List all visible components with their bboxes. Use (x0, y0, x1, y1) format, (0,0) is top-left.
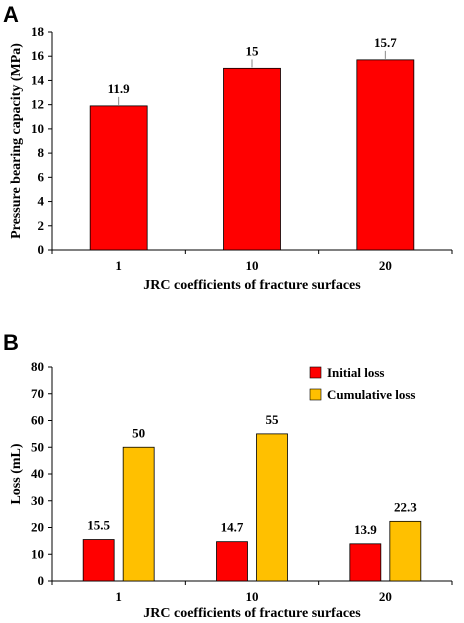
x-tick-label-a: 1 (115, 258, 122, 273)
y-tick-label-b: 80 (31, 359, 44, 374)
x-tick-label-b: 10 (246, 589, 259, 604)
bar-b-series2-1 (122, 446, 155, 582)
y-tick-label-b: 0 (38, 573, 45, 588)
data-label-b-series1-3: 13.9 (354, 522, 377, 537)
data-label-a-1: 11.9 (108, 81, 131, 96)
x-tick-label-b: 20 (379, 589, 392, 604)
y-tick-label-a: 16 (31, 48, 45, 63)
bar-b-series1-2 (216, 541, 248, 582)
data-label-a-3: 15.7 (374, 35, 397, 50)
bar-b-series2-3 (389, 520, 422, 582)
data-label-b-series2-3: 22.3 (394, 499, 417, 514)
panel-label-a: A (3, 2, 19, 27)
x-axis-title-a: JRC coefficients of fracture surfaces (143, 278, 361, 293)
bar-a-series1-2 (223, 67, 281, 251)
data-label-b-series2-2: 55 (266, 412, 280, 427)
y-tick-label-a: 10 (31, 121, 44, 136)
y-axis-title-b: Loss (mL) (9, 443, 24, 504)
y-tick-label-a: 6 (38, 169, 45, 184)
bar-a-series1-1 (89, 105, 148, 251)
y-tick-label-a: 18 (31, 24, 45, 39)
y-tick-label-a: 0 (38, 242, 45, 257)
y-tick-label-b: 20 (31, 520, 44, 535)
y-axis-title-a: Pressure bearing capacity (MPa) (9, 43, 24, 239)
legend-swatch-2 (309, 388, 322, 401)
y-tick-label-a: 8 (38, 145, 45, 160)
x-tick-label-a: 20 (379, 258, 392, 273)
y-tick-label-b: 30 (31, 493, 44, 508)
y-tick-label-b: 70 (31, 386, 44, 401)
y-tick-label-b: 40 (31, 466, 44, 481)
bar-a-series1-3 (356, 59, 415, 251)
data-label-b-series1-2: 14.7 (221, 520, 244, 535)
y-tick-label-b: 50 (31, 439, 44, 454)
y-tick-label-a: 12 (31, 97, 44, 112)
panel-label-b: B (3, 330, 19, 355)
y-tick-label-b: 60 (31, 413, 44, 428)
legend-label-2: Cumulative loss (327, 387, 415, 402)
data-label-a-2: 15 (246, 43, 260, 58)
x-tick-label-a: 10 (246, 258, 259, 273)
bar-b-series1-3 (349, 543, 382, 582)
y-tick-label-a: 2 (38, 218, 45, 233)
data-label-b-series2-1: 50 (132, 425, 145, 440)
y-tick-label-b: 10 (31, 546, 44, 561)
legend-label-1: Initial loss (327, 365, 384, 380)
bar-b-series2-2 (256, 433, 288, 582)
y-tick-label-a: 4 (38, 194, 45, 209)
y-tick-label-a: 14 (31, 72, 45, 87)
bar-b-series1-1 (82, 539, 115, 582)
data-label-b-series1-1: 15.5 (87, 518, 110, 533)
legend-swatch-1 (309, 366, 322, 379)
x-tick-label-b: 1 (115, 589, 122, 604)
x-axis-title-b: JRC coefficients of fracture surfaces (143, 606, 361, 621)
